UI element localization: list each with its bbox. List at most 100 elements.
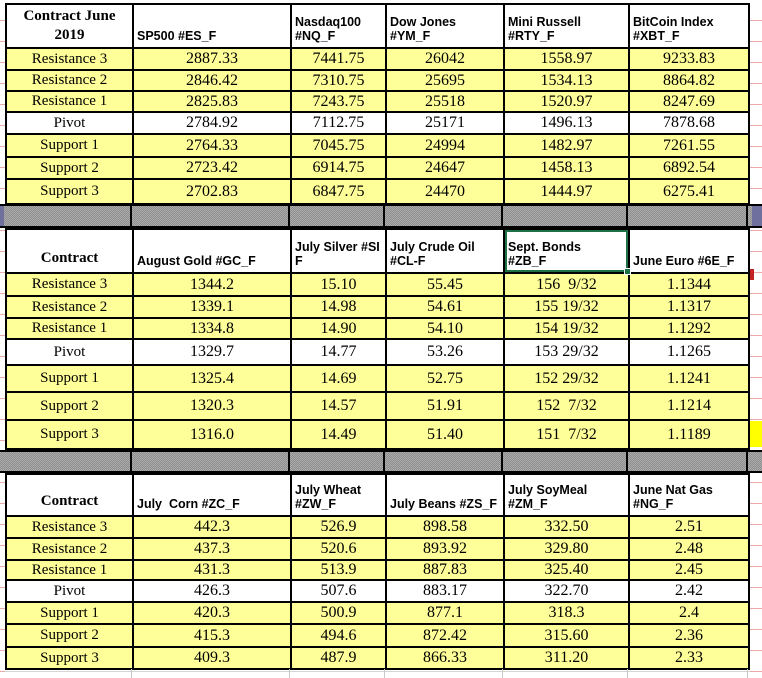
value-cell[interactable]: 1320.3 [132, 391, 292, 421]
value-cell[interactable]: 14.77 [290, 338, 387, 366]
value-cell[interactable]: 24470 [385, 178, 505, 205]
row-label-cell[interactable]: Support 3 [5, 178, 134, 205]
value-cell[interactable]: 14.90 [290, 317, 387, 340]
row-label-cell[interactable]: Resistance 3 [5, 272, 134, 297]
value-cell[interactable]: 318.3 [503, 601, 630, 625]
value-cell[interactable]: 2887.33 [132, 47, 292, 71]
value-cell[interactable]: 152 29/32 [503, 364, 630, 393]
value-cell[interactable]: 442.3 [132, 515, 292, 539]
value-cell[interactable]: 26042 [385, 47, 505, 71]
value-cell[interactable]: 1339.1 [132, 295, 292, 319]
corner-header-cell[interactable]: Contract [5, 228, 134, 274]
value-cell[interactable]: 25695 [385, 69, 505, 92]
value-cell[interactable]: 887.83 [385, 559, 505, 581]
value-cell[interactable]: 872.42 [385, 623, 505, 648]
value-cell[interactable]: 2702.83 [132, 178, 292, 205]
value-cell[interactable]: 1444.97 [503, 178, 630, 205]
value-cell[interactable]: 322.70 [503, 579, 630, 603]
value-cell[interactable]: 883.17 [385, 579, 505, 603]
value-cell[interactable]: 153 29/32 [503, 338, 630, 366]
value-cell[interactable]: 1558.97 [503, 47, 630, 71]
row-label-cell[interactable]: Resistance 3 [5, 47, 134, 71]
column-header-cell[interactable]: July Crude Oil #CL-F [385, 228, 505, 274]
value-cell[interactable]: 311.20 [503, 646, 630, 670]
value-cell[interactable]: 7310.75 [290, 69, 387, 92]
value-cell[interactable]: 9233.83 [628, 47, 750, 71]
value-cell[interactable]: 51.40 [385, 419, 505, 450]
value-cell[interactable]: 14.57 [290, 391, 387, 421]
value-cell[interactable]: 2723.42 [132, 156, 292, 180]
value-cell[interactable]: 325.40 [503, 559, 630, 581]
value-cell[interactable]: 8864.82 [628, 69, 750, 92]
row-label-cell[interactable]: Support 3 [5, 646, 134, 670]
value-cell[interactable]: 437.3 [132, 537, 292, 561]
value-cell[interactable]: 24647 [385, 156, 505, 180]
row-label-cell[interactable]: Support 3 [5, 419, 134, 450]
value-cell[interactable]: 14.49 [290, 419, 387, 450]
value-cell[interactable]: 52.75 [385, 364, 505, 393]
value-cell[interactable]: 1482.97 [503, 133, 630, 158]
value-cell[interactable]: 151 7/32 [503, 419, 630, 450]
row-label-cell[interactable]: Pivot [5, 579, 134, 603]
value-cell[interactable]: 332.50 [503, 515, 630, 539]
value-cell[interactable]: 53.26 [385, 338, 505, 366]
row-label-cell[interactable]: Support 1 [5, 601, 134, 625]
value-cell[interactable]: 1.1344 [628, 272, 750, 297]
value-cell[interactable]: 866.33 [385, 646, 505, 670]
value-cell[interactable]: 507.6 [290, 579, 387, 603]
value-cell[interactable]: 409.3 [132, 646, 292, 670]
value-cell[interactable]: 7243.75 [290, 90, 387, 113]
value-cell[interactable]: 1316.0 [132, 419, 292, 450]
value-cell[interactable]: 2.51 [628, 515, 750, 539]
value-cell[interactable]: 2825.83 [132, 90, 292, 113]
value-cell[interactable]: 156 9/32 [503, 272, 630, 297]
corner-header-cell[interactable]: Contract [5, 473, 134, 517]
value-cell[interactable]: 1.1214 [628, 391, 750, 421]
value-cell[interactable]: 329.80 [503, 537, 630, 561]
value-cell[interactable]: 155 19/32 [503, 295, 630, 319]
value-cell[interactable]: 2.36 [628, 623, 750, 648]
value-cell[interactable]: 2846.42 [132, 69, 292, 92]
value-cell[interactable]: 315.60 [503, 623, 630, 648]
column-header-cell[interactable]: July Wheat #ZW_F [290, 473, 387, 517]
value-cell[interactable]: 6892.54 [628, 156, 750, 180]
row-label-cell[interactable]: Resistance 1 [5, 90, 134, 113]
column-header-cell[interactable]: August Gold #GC_F [132, 228, 292, 274]
value-cell[interactable]: 893.92 [385, 537, 505, 561]
row-label-cell[interactable]: Support 2 [5, 391, 134, 421]
value-cell[interactable]: 54.10 [385, 317, 505, 340]
row-label-cell[interactable]: Pivot [5, 111, 134, 135]
value-cell[interactable]: 1458.13 [503, 156, 630, 180]
row-label-cell[interactable]: Resistance 1 [5, 317, 134, 340]
column-header-cell[interactable]: Nasdaq100 #NQ_F [290, 3, 387, 49]
value-cell[interactable]: 2.45 [628, 559, 750, 581]
value-cell[interactable]: 1.1189 [628, 419, 750, 450]
value-cell[interactable]: 898.58 [385, 515, 505, 539]
column-header-cell[interactable]: July Silver #SI F [290, 228, 387, 274]
value-cell[interactable]: 877.1 [385, 601, 505, 625]
value-cell[interactable]: 55.45 [385, 272, 505, 297]
value-cell[interactable]: 1.1241 [628, 364, 750, 393]
value-cell[interactable]: 2.42 [628, 579, 750, 603]
column-header-cell[interactable]: July Beans #ZS_F [385, 473, 505, 517]
column-header-cell[interactable]: BitCoin Index #XBT_F [628, 3, 750, 49]
value-cell[interactable]: 520.6 [290, 537, 387, 561]
value-cell[interactable]: 14.98 [290, 295, 387, 319]
value-cell[interactable]: 6275.41 [628, 178, 750, 205]
value-cell[interactable]: 426.3 [132, 579, 292, 603]
value-cell[interactable]: 7441.75 [290, 47, 387, 71]
value-cell[interactable]: 1.1265 [628, 338, 750, 366]
value-cell[interactable]: 1.1292 [628, 317, 750, 340]
value-cell[interactable]: 7878.68 [628, 111, 750, 135]
value-cell[interactable]: 1534.13 [503, 69, 630, 92]
value-cell[interactable]: 25171 [385, 111, 505, 135]
column-header-cell[interactable]: SP500 #ES_F [132, 3, 292, 49]
value-cell[interactable]: 1344.2 [132, 272, 292, 297]
value-cell[interactable]: 526.9 [290, 515, 387, 539]
value-cell[interactable]: 7045.75 [290, 133, 387, 158]
value-cell[interactable]: 1520.97 [503, 90, 630, 113]
value-cell[interactable]: 24994 [385, 133, 505, 158]
value-cell[interactable]: 6914.75 [290, 156, 387, 180]
row-label-cell[interactable]: Support 2 [5, 623, 134, 648]
value-cell[interactable]: 2.33 [628, 646, 750, 670]
